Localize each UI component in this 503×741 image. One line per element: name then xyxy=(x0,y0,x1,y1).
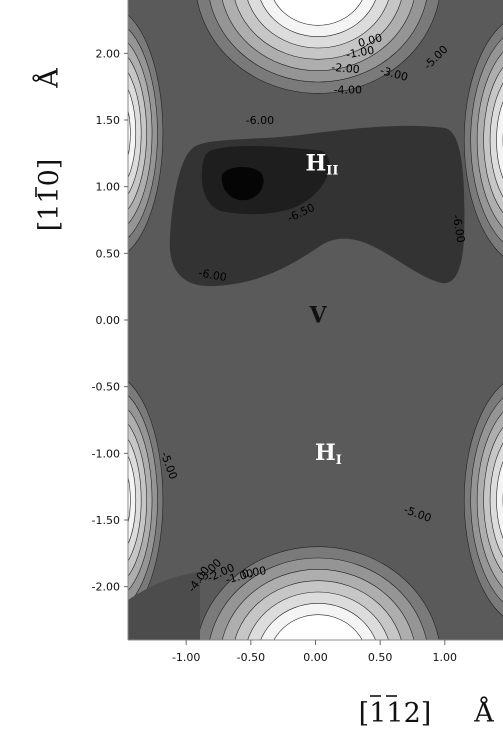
contour-ring-upper-right-5 xyxy=(496,101,503,179)
y-tick-label: 1.00 xyxy=(96,181,121,194)
contour-ring-upper-left-5 xyxy=(128,88,137,179)
contour-label: 0.00 xyxy=(357,31,384,50)
contour-ring-lower-left-5 xyxy=(128,454,137,546)
contour-label: 0.00 xyxy=(241,564,267,581)
y-tick-label: -1.50 xyxy=(92,514,120,527)
x-tick-label: 0.00 xyxy=(303,651,328,664)
contour-ring-bottom-6 xyxy=(273,614,363,640)
contour-label: -6.00 xyxy=(450,214,468,244)
x-axis-title: [112] xyxy=(359,698,432,729)
contour-ring-top-6 xyxy=(273,0,363,26)
contour-ring-upper-left-6 xyxy=(128,109,131,158)
y-tick-label: 2.00 xyxy=(96,47,121,60)
contour-ring-lower-right-5 xyxy=(496,461,503,539)
y-tick-label: -1.00 xyxy=(92,447,120,460)
svg-text:Å: Å xyxy=(32,68,65,89)
contour-label: -1.00 xyxy=(345,44,375,62)
x-axis-unit: Å xyxy=(473,696,494,729)
region-label: HII xyxy=(305,151,338,179)
contour-label: -6.00 xyxy=(246,114,274,127)
y-tick-label: -0.50 xyxy=(92,381,120,394)
x-tick-label: -1.00 xyxy=(172,651,200,664)
y-axis-unit: Å xyxy=(32,68,65,89)
x-tick-label: -0.50 xyxy=(237,651,265,664)
contour-blobs xyxy=(128,0,503,640)
y-tick-label: 0.50 xyxy=(96,247,121,260)
x-ticks: -1.00 -0.50 0.00 0.50 1.00 xyxy=(172,640,457,664)
contour-fill-minimum xyxy=(221,166,264,201)
contour-ring-lower-left-6 xyxy=(128,475,131,525)
contour-label: -4.00 xyxy=(334,83,362,96)
region-label: HI xyxy=(315,440,342,468)
region-labels: HII V HI xyxy=(305,151,341,468)
y-axis-title: [110] xyxy=(34,159,65,232)
contour-fill-lower-left xyxy=(128,572,200,640)
contour-label: -6.00 xyxy=(198,266,228,284)
y-tick-label: 1.50 xyxy=(96,114,121,127)
svg-text:[110]: [110] xyxy=(34,159,65,232)
contour-plot-area: -6.00-6.50-6.00-6.00-5.00-4.00-3.00-2.00… xyxy=(128,0,503,640)
y-tick-label: 0.00 xyxy=(96,314,121,327)
region-label: V xyxy=(309,303,328,329)
y-ticks: 2.00 1.50 1.00 0.50 0.00 -0.50 -1.00 -1.50 -2.00 xyxy=(92,47,128,594)
x-tick-label: 1.00 xyxy=(433,651,458,664)
x-tick-label: 0.50 xyxy=(368,651,393,664)
contour-label: -2.00 xyxy=(331,61,360,76)
background-level xyxy=(128,0,503,640)
y-tick-label: -2.00 xyxy=(92,581,120,594)
